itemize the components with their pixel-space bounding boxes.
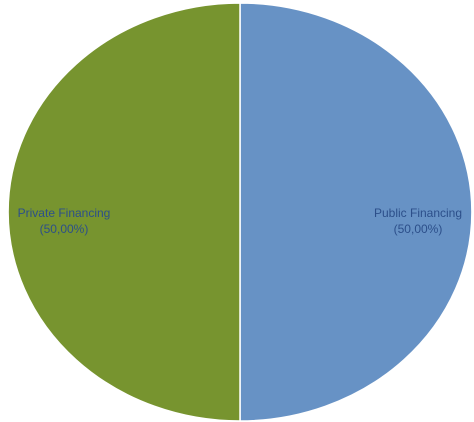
pie-slice-public-financing [239,2,473,422]
slice-value-public-financing: (50,00%) [394,222,443,236]
slice-labels: Public Financing (50,00%) Private Financin… [18,206,462,236]
pie-slices [7,2,473,422]
slice-label-public-financing: Public Financing [374,206,462,220]
slice-value-private-financing: (50,00%) [40,222,89,236]
pie-slice-private-financing [7,2,241,422]
slice-label-private-financing: Private Financing [18,206,111,220]
